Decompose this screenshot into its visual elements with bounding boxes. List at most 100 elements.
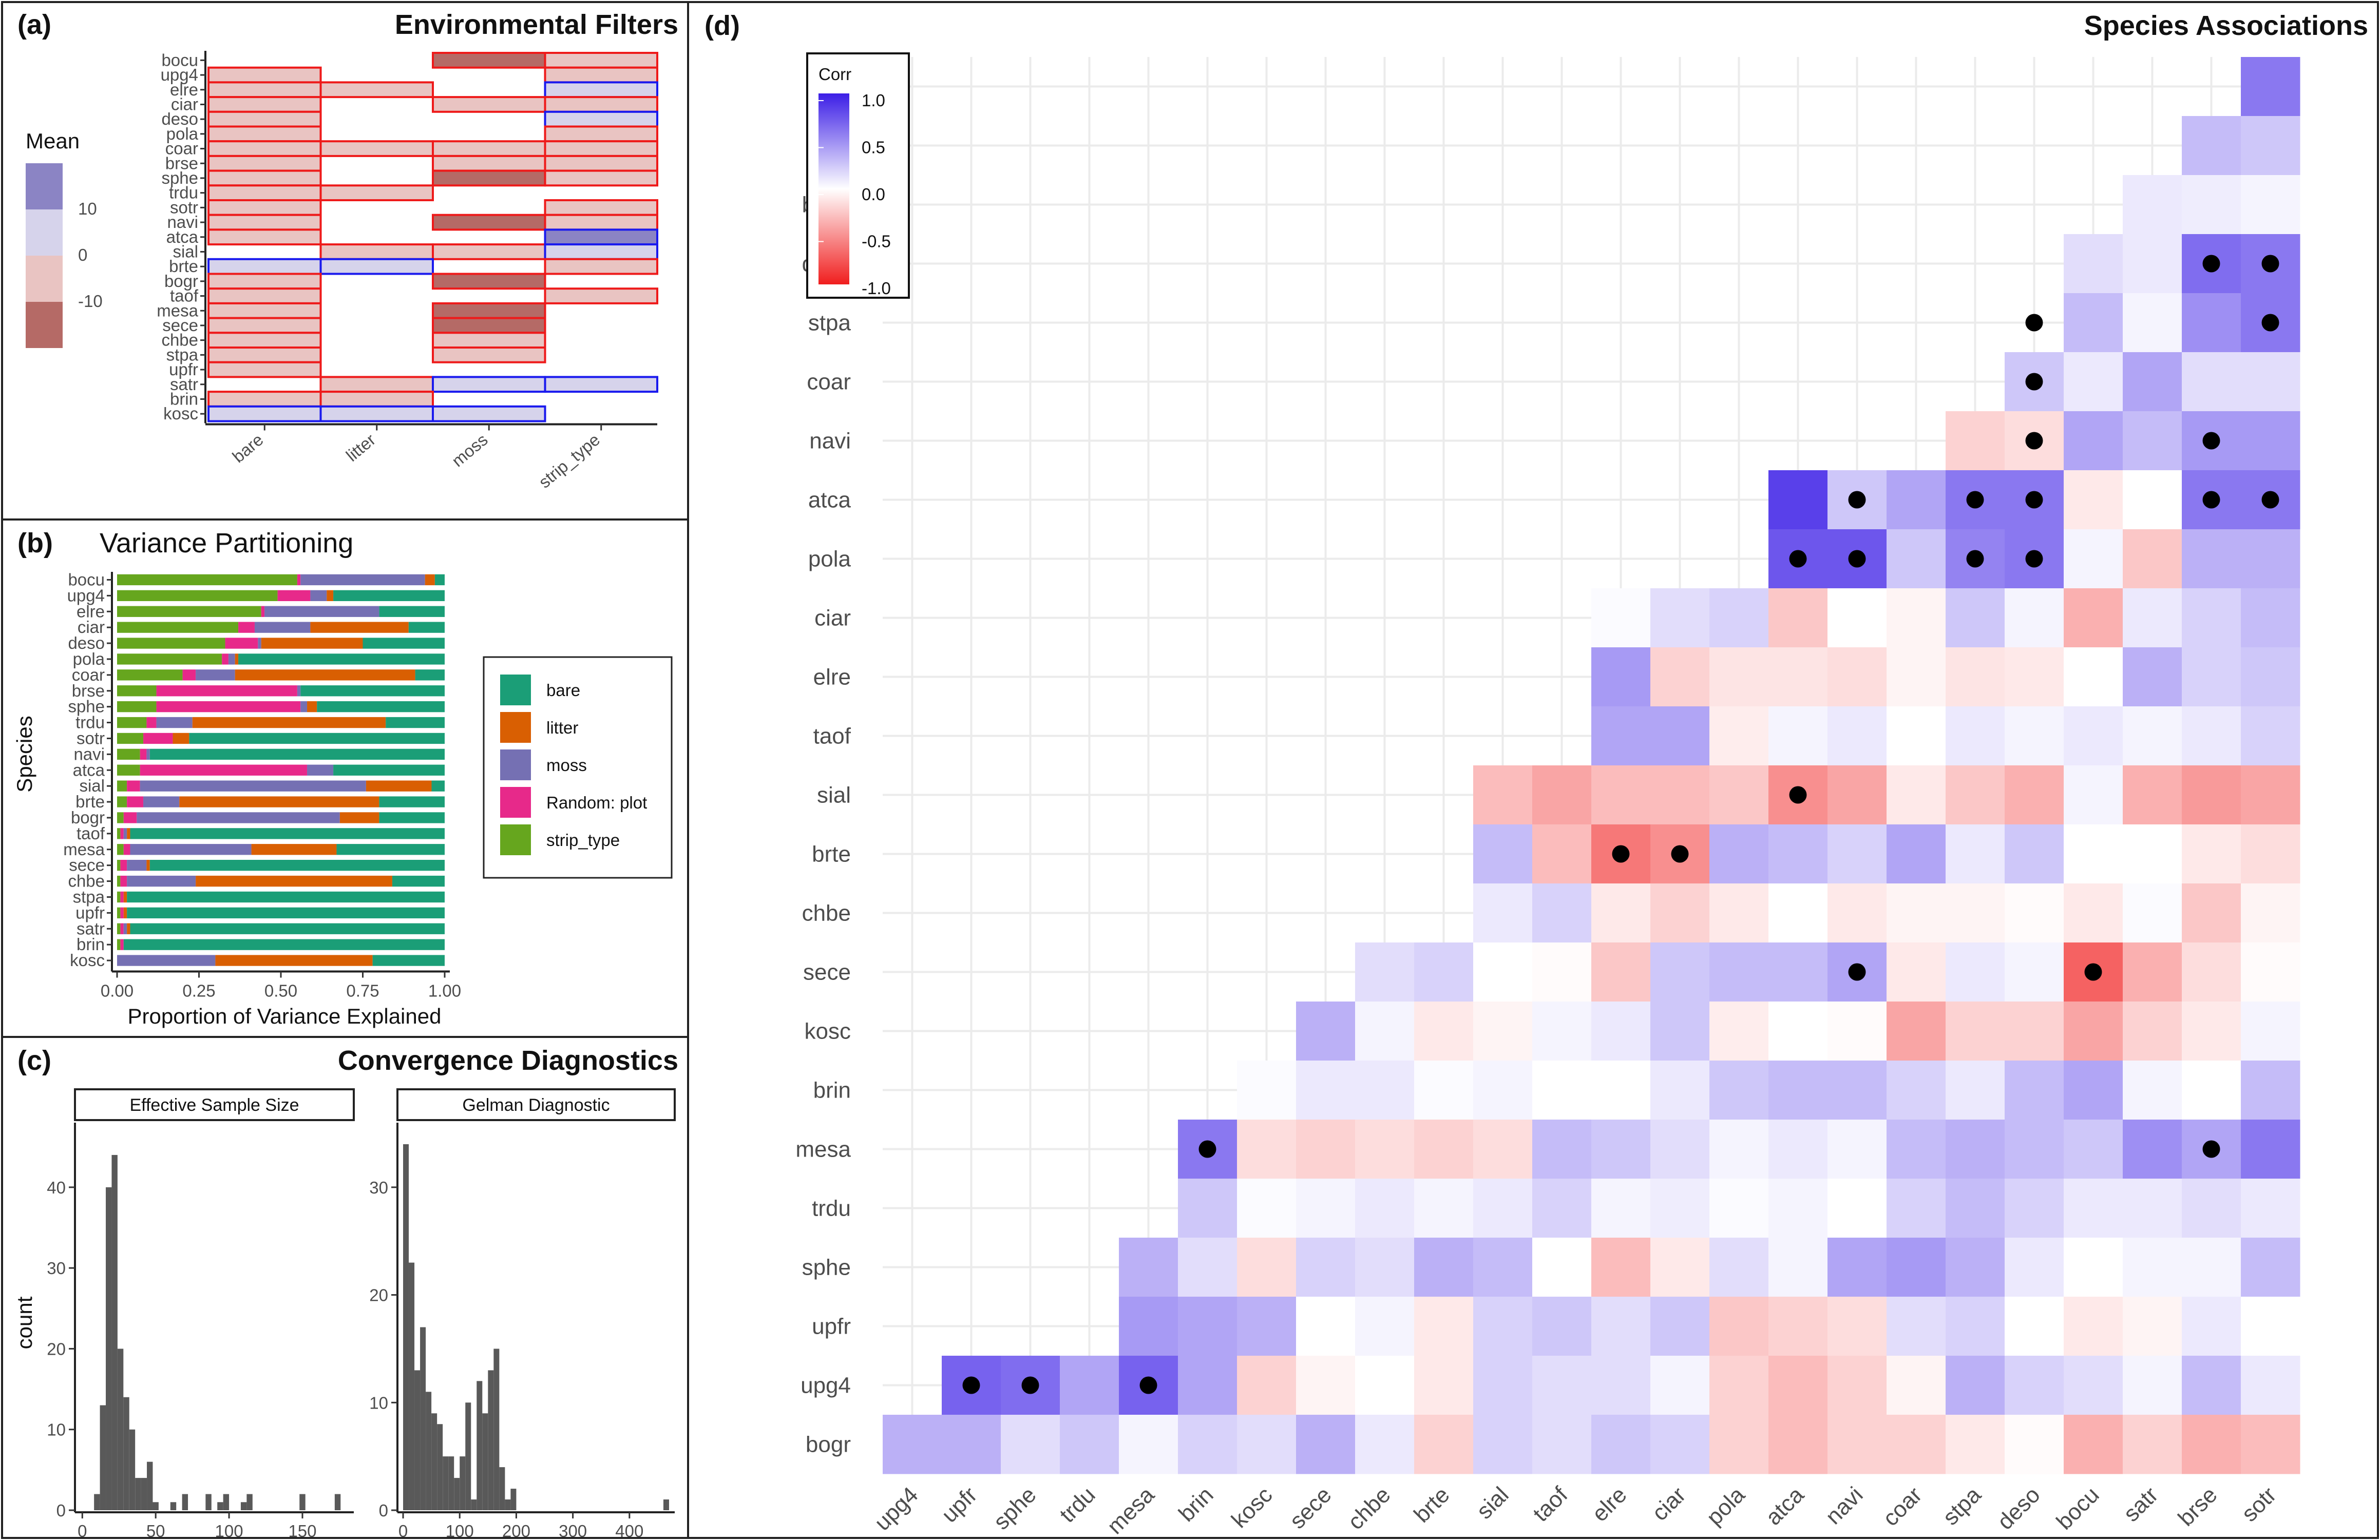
- association-cell-sphe-atca: [1768, 1238, 1828, 1297]
- variance-bar-deso-bare: [363, 638, 445, 649]
- association-cell-sece-taof: [1532, 942, 1592, 1002]
- variance-bar-mesa-litter: [251, 844, 337, 855]
- histogram-bar: [443, 1456, 449, 1510]
- association-cell-sphe-brin: [1178, 1238, 1237, 1297]
- significance-dot: [2025, 550, 2043, 568]
- association-y-label: taof: [813, 724, 851, 749]
- association-cell-navi-sotr: [2241, 411, 2300, 471]
- association-cell-brte-sial: [1473, 824, 1533, 884]
- association-cell-brte-stpa: [1946, 824, 2005, 884]
- variance-bar-atca-randomplot: [140, 764, 308, 776]
- association-cell-upg4-coar: [1887, 1356, 1946, 1415]
- histogram-bar: [499, 1467, 505, 1510]
- association-cell-taof-ciar: [1650, 706, 1710, 766]
- association-cell-bogr-brin: [1178, 1415, 1237, 1474]
- variance-bar-bogr-moss: [137, 812, 340, 823]
- histogram-bar: [488, 1370, 494, 1510]
- association-cell-kosc-pola: [1709, 1002, 1769, 1061]
- association-cell-mesa-satr: [2123, 1120, 2182, 1179]
- variance-bar-chbe-moss: [127, 875, 196, 887]
- filter-cell-brin-bare: [207, 391, 322, 408]
- association-cell-brin-brte: [1414, 1061, 1474, 1120]
- association-x-label: pola: [1702, 1482, 1750, 1530]
- association-cell-trdu-chbe: [1355, 1179, 1415, 1238]
- histogram-bar: [223, 1494, 230, 1510]
- filter-y-tick-label: bocu: [161, 50, 198, 69]
- variance-legend-swatch: [500, 749, 531, 780]
- mean-legend-swatch: [26, 163, 63, 209]
- association-cell-kosc-bocu: [2064, 1002, 2123, 1061]
- association-cell-bogr-pola: [1709, 1415, 1769, 1474]
- variance-bar-satr-randomplot: [120, 923, 124, 934]
- filter-y-tick-label: atca: [166, 227, 199, 246]
- association-x-label: sotr: [2237, 1482, 2281, 1527]
- variance-bar-kosc-bare: [372, 955, 445, 966]
- corr-legend-label: -1.0: [862, 279, 891, 298]
- histogram-bar: [217, 1502, 223, 1510]
- histogram-bar: [663, 1499, 669, 1510]
- histogram-x-tick-label: 50: [146, 1522, 165, 1539]
- filter-cell-sial-litter: [319, 243, 434, 260]
- variance-x-tick-label: 0.00: [101, 981, 134, 1000]
- association-cell-chbe-sotr: [2241, 883, 2300, 943]
- variance-bar-stpa-striptype: [117, 891, 121, 903]
- filter-cell-mesa-bare: [207, 302, 322, 319]
- association-cell-pola-bocu: [2064, 529, 2123, 589]
- association-cell-sphe-taof: [1532, 1238, 1592, 1297]
- association-cell-sece-satr: [2123, 942, 2182, 1002]
- association-x-label: upfr: [937, 1482, 982, 1527]
- histogram-bar: [299, 1494, 306, 1510]
- association-cell-taof-satr: [2123, 706, 2182, 766]
- variance-bar-bogr-randomplot: [123, 812, 137, 823]
- association-cell-brin-stpa: [1946, 1061, 2005, 1120]
- association-cell-bogr-sphe: [1001, 1415, 1060, 1474]
- association-cell-mesa-sial: [1473, 1120, 1533, 1179]
- filter-cell-bocu-moss: [432, 52, 546, 69]
- association-y-label: upfr: [812, 1314, 851, 1339]
- association-y-label: pola: [808, 547, 851, 572]
- variance-y-tick-label: sece: [69, 856, 105, 875]
- filter-y-tick-label: mesa: [157, 301, 198, 320]
- association-cell-trdu-ciar: [1650, 1179, 1710, 1238]
- filter-cell-sotr-bare: [207, 199, 322, 216]
- association-cell-upfr-kosc: [1237, 1297, 1297, 1356]
- variance-y-tick-label: sotr: [77, 728, 105, 747]
- filter-cell-satr-litter: [319, 376, 434, 393]
- filter-cell-coar-moss: [432, 140, 546, 157]
- filter-cell-coar-bare: [207, 140, 322, 157]
- variance-bar-bocu-moss: [300, 574, 425, 586]
- association-x-label: brse: [2173, 1482, 2222, 1531]
- association-cell-mesa-pola: [1709, 1120, 1769, 1179]
- association-cell-kosc-stpa: [1946, 1002, 2005, 1061]
- variance-y-tick-label: atca: [73, 760, 105, 779]
- variance-bar-trdu-moss: [156, 717, 193, 728]
- variance-bar-sotr-striptype: [117, 733, 144, 744]
- association-cell-kosc-sotr: [2241, 1002, 2300, 1061]
- variance-bar-elre-bare: [379, 606, 445, 617]
- variance-bar-coar-litter: [235, 669, 415, 681]
- association-cell-sial-sial: [1473, 765, 1533, 825]
- association-cell-mesa-stpa: [1946, 1120, 2005, 1179]
- association-cell-brte-navi: [1827, 824, 1887, 884]
- association-cell-navi-stpa: [1946, 411, 2005, 471]
- filter-cell-chbe-moss: [432, 332, 546, 349]
- filter-cell-trdu-bare: [207, 184, 322, 201]
- association-cell-bogr-deso: [2005, 1415, 2064, 1474]
- variance-bar-navi-striptype: [117, 748, 140, 760]
- association-cell-mesa-kosc: [1237, 1120, 1297, 1179]
- association-y-label: bogr: [806, 1432, 851, 1457]
- filter-cell-elre-litter: [319, 81, 434, 99]
- filter-cell-satr-strip_type: [544, 376, 658, 393]
- filter-y-tick-label: upfr: [169, 360, 198, 379]
- association-y-label: navi: [809, 429, 851, 454]
- variance-legend-label: strip_type: [546, 831, 620, 850]
- association-cell-sphe-sial: [1473, 1238, 1533, 1297]
- histogram-bar: [403, 1144, 409, 1510]
- association-cell-chbe-taof: [1532, 883, 1592, 943]
- association-cell-taof-brse: [2182, 706, 2241, 766]
- association-cell-brin-satr: [2123, 1061, 2182, 1120]
- association-cell-mesa-bocu: [2064, 1120, 2123, 1179]
- variance-axes: bocuupg4elreciardesopolacoarbrsesphetrdu…: [63, 570, 461, 1000]
- association-cell-sphe-navi: [1827, 1238, 1887, 1297]
- filter-cell-coar-strip_type: [544, 140, 658, 157]
